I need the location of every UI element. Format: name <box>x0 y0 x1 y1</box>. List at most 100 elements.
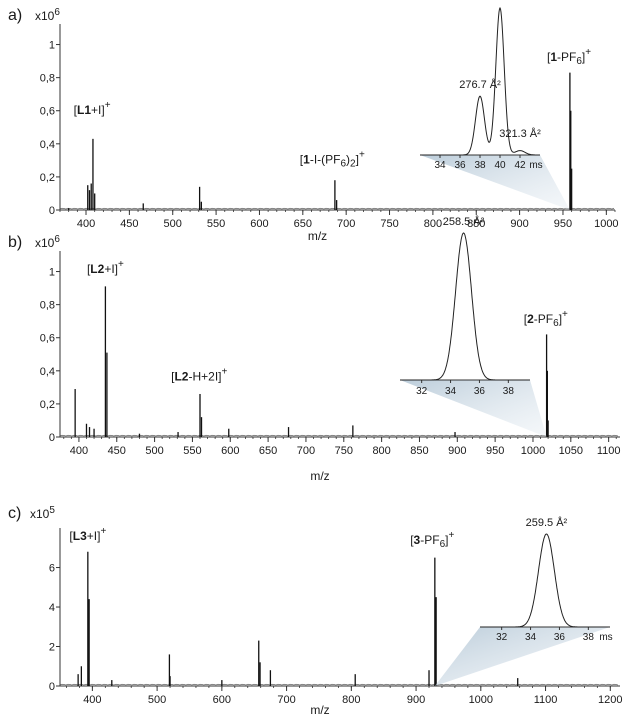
arrival-time-curve <box>420 6 540 156</box>
x-tick-label: 450 <box>120 218 138 230</box>
inset-unit-label: ms <box>599 632 612 643</box>
x-tick-label: 900 <box>448 445 466 457</box>
x-tick-label: 750 <box>335 445 353 457</box>
x-tick-label: 650 <box>259 445 277 457</box>
x-tick-label: 550 <box>183 445 201 457</box>
x-tick-label: 1200 <box>598 694 622 706</box>
arrival-time-curve <box>480 533 610 628</box>
peak-label-subscript: 6 <box>440 539 446 550</box>
x-tick-label: 700 <box>297 445 315 457</box>
peak-label-superscript: + <box>222 367 228 378</box>
peak-label-part: [ <box>410 533 414 547</box>
peak-label-superscript: + <box>585 47 591 58</box>
spectrum-panel-c: c) x105 0 2 4 6 400 500 600 700 800 900 1000 1100 1200… <box>8 505 623 717</box>
baseline-noise <box>59 683 619 686</box>
inset-tick-label: 34 <box>434 160 446 171</box>
x-tick-label: 650 <box>294 218 312 230</box>
inset-tick-label: 38 <box>474 160 486 171</box>
peak-label-part: -PF <box>534 312 553 326</box>
inset-projection-wedge <box>420 155 570 210</box>
inset-tick-label: 38 <box>583 632 595 643</box>
peak-label-subscript: 6 <box>553 318 559 329</box>
ccs-label: 259.5 Å² <box>526 516 568 529</box>
x-axis-label: m/z <box>310 469 329 483</box>
peak-label: [2-PF6]+ <box>524 309 568 329</box>
y-tick-label: 0 <box>49 205 55 217</box>
x-tick-label: 600 <box>250 218 268 230</box>
peak-label-bold: 2 <box>527 312 534 326</box>
x-tick-label: 950 <box>554 218 572 230</box>
peak-label: [1-PF6]+ <box>547 47 591 67</box>
peak-label-subscript: 6 <box>576 56 582 67</box>
x-tick-label: 900 <box>510 218 528 230</box>
peak-label-bold: 1 <box>550 50 557 64</box>
y-multiplier: x106 <box>35 7 60 23</box>
inset-tick-label: 32 <box>416 386 428 397</box>
x-tick-label: 750 <box>380 218 398 230</box>
peak-label-part: -PF <box>557 50 576 64</box>
panel-letter: a) <box>8 7 22 24</box>
inset-tick-label: 36 <box>474 386 486 397</box>
multiplier-base: x10 <box>30 507 50 521</box>
multiplier-base: x10 <box>35 9 55 23</box>
ccs-label: 299.0 Å² <box>479 0 521 3</box>
inset-tick-label: 38 <box>503 386 515 397</box>
y-tick-label: 4 <box>49 602 55 614</box>
x-tick-label: 1100 <box>597 445 621 457</box>
y-tick-label: 0,8 <box>40 73 55 85</box>
x-tick-label: 1000 <box>594 218 618 230</box>
inset-tick-label: 40 <box>494 160 506 171</box>
peak-label-part: [ <box>171 370 175 384</box>
x-tick-label: 1000 <box>469 694 493 706</box>
panel-letter: b) <box>8 234 22 251</box>
peak-label-part: +I] <box>104 262 118 276</box>
peak-label-bold: 3 <box>414 533 421 547</box>
x-tick-label: 1100 <box>534 694 558 706</box>
x-tick-label: 500 <box>148 694 166 706</box>
peak-label-part: -H+2I] <box>188 370 221 384</box>
inset-tick-label: 36 <box>554 632 566 643</box>
inset-tick-label: 36 <box>454 160 466 171</box>
x-tick-label: 850 <box>410 445 428 457</box>
peak-label-part: [ <box>69 529 73 543</box>
y-tick-label: 0,8 <box>40 300 55 312</box>
peak-label-part: [ <box>87 262 91 276</box>
x-tick-label: 850 <box>467 218 485 230</box>
y-tick-label: 2 <box>49 642 55 654</box>
peak-label: [3-PF6]+ <box>410 530 454 550</box>
peak-label-part: +I] <box>87 529 101 543</box>
x-tick-label: 1050 <box>559 445 583 457</box>
inset-tick-label: 34 <box>445 386 457 397</box>
peak-label-superscript: + <box>359 150 365 161</box>
y-tick-label: 0,2 <box>40 399 55 411</box>
y-tick-label: 6 <box>49 563 55 575</box>
x-tick-label: 800 <box>342 694 360 706</box>
x-tick-label: 600 <box>221 445 239 457</box>
peak-label: [1-I-(PF6)2]+ <box>300 150 365 170</box>
inset-projection-wedge <box>400 380 547 437</box>
peak-label-bold: 1 <box>303 153 310 167</box>
peak-label-part: ] <box>582 50 585 64</box>
x-tick-label: 400 <box>70 445 88 457</box>
ccs-label: 321.3 Å² <box>499 127 541 140</box>
peak-label-superscript: + <box>100 526 106 537</box>
x-tick-label: 500 <box>164 218 182 230</box>
x-tick-label: 900 <box>407 694 425 706</box>
peak-label: [L2-H+2I]+ <box>171 367 227 384</box>
peak-label: [L1+I]+ <box>74 100 111 117</box>
x-tick-label: 800 <box>372 445 390 457</box>
x-tick-label: 500 <box>145 445 163 457</box>
peak-label: [L2+I]+ <box>87 259 124 276</box>
inset-tick-label: 32 <box>496 632 508 643</box>
peak-label-bold: L2 <box>174 370 188 384</box>
peak-label-superscript: + <box>448 530 454 541</box>
peak-label-part: ] <box>559 312 562 326</box>
peak-label-bold: L1 <box>77 103 91 117</box>
multiplier-exponent: 6 <box>54 7 60 18</box>
multiplier-exponent: 5 <box>49 505 55 516</box>
multiplier-base: x10 <box>35 236 55 250</box>
inset-unit-label: ms <box>529 160 542 171</box>
y-tick-label: 0,4 <box>40 139 55 151</box>
